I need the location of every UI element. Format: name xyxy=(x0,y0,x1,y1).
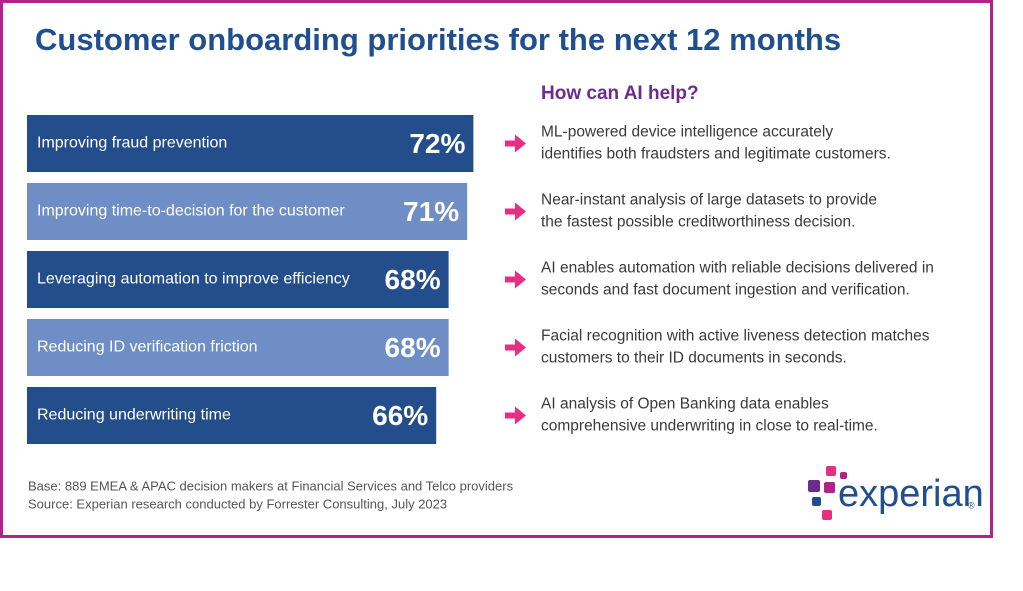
arrow xyxy=(505,270,526,289)
category-label: Reducing underwriting time xyxy=(37,407,231,424)
logo-trademark: ® xyxy=(968,500,975,510)
annotation-line: Facial recognition with active liveness … xyxy=(541,328,930,345)
arrow xyxy=(505,338,526,357)
chart-title: Customer onboarding priorities for the n… xyxy=(35,22,841,57)
logo-dot xyxy=(824,482,835,493)
category-label: Improving time-to-decision for the custo… xyxy=(37,203,345,220)
bar xyxy=(27,183,468,240)
bar xyxy=(27,319,449,376)
annotation-line: seconds and fast document ingestion and … xyxy=(541,282,910,299)
footnote: Base: 889 EMEA & APAC decision makers at… xyxy=(28,478,514,493)
arrow xyxy=(505,406,526,425)
logo: experian xyxy=(838,473,984,515)
annotation-line: the fastest possible creditworthiness de… xyxy=(541,214,855,231)
logo-dot xyxy=(808,480,820,492)
value-label: 72% xyxy=(409,128,465,159)
footnote: Source: Experian research conducted by F… xyxy=(28,496,447,511)
logo-dot xyxy=(826,466,836,476)
annotation-line: AI enables automation with reliable deci… xyxy=(541,260,934,277)
value-label: 66% xyxy=(372,400,428,431)
bar xyxy=(27,251,449,308)
annotation-line: comprehensive underwriting in close to r… xyxy=(541,418,878,435)
logo-dot xyxy=(840,472,847,479)
annotation-line: ML-powered device intelligence accuratel… xyxy=(541,124,833,141)
value-label: 71% xyxy=(403,196,459,227)
logo-dots xyxy=(808,466,847,520)
value-label: 68% xyxy=(385,264,441,295)
annotation-line: Near-instant analysis of large datasets … xyxy=(541,192,877,209)
subtitle: How can AI help? xyxy=(541,83,699,104)
logo-dot xyxy=(812,497,821,506)
arrow xyxy=(505,202,526,221)
logo-dot xyxy=(822,510,832,520)
category-label: Leveraging automation to improve efficie… xyxy=(37,271,350,288)
annotation-line: customers to their ID documents in secon… xyxy=(541,350,847,367)
value-label: 68% xyxy=(385,332,441,363)
bar xyxy=(27,387,437,444)
annotation-line: AI analysis of Open Banking data enables xyxy=(541,396,829,413)
bar xyxy=(27,115,474,172)
annotation-line: identifies both fraudsters and legitimat… xyxy=(541,146,891,163)
category-label: Reducing ID verification friction xyxy=(37,339,258,356)
arrow xyxy=(505,134,526,153)
category-label: Improving fraud prevention xyxy=(37,135,227,152)
